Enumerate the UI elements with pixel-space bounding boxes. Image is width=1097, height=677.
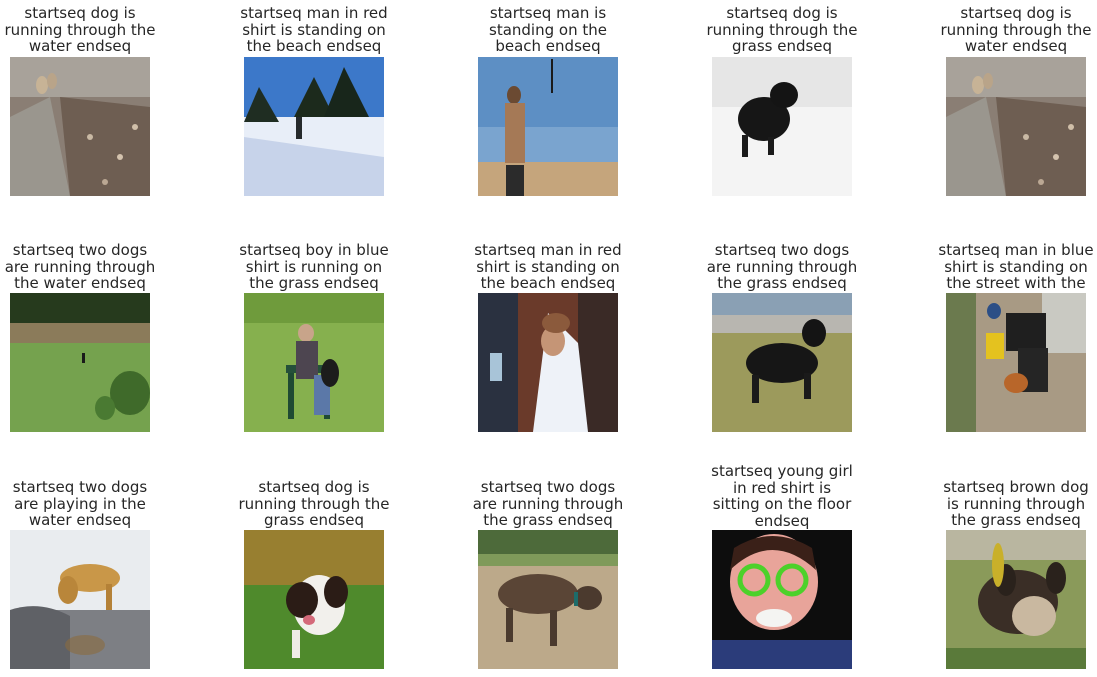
man-at-beach-image [478, 57, 618, 196]
bride-in-veil-image [478, 293, 618, 432]
image-caption: startseq man is standing on the beach en… [489, 4, 607, 55]
image-caption: startseq two dogs are running through th… [472, 478, 624, 529]
person-in-field-image [10, 293, 150, 432]
image-caption: startseq dog is running through the gras… [706, 4, 858, 55]
image-caption: startseq boy in blue shirt is running on… [239, 241, 389, 292]
brindle-dog-in-park-image [478, 530, 618, 669]
image-caption: startseq two dogs are running through th… [706, 241, 858, 292]
black-dog-in-snow-image [712, 57, 852, 196]
image-caption: startseq brown dog is running through th… [943, 478, 1089, 529]
image-caption: startseq dog is running through the wate… [4, 4, 156, 55]
image-caption: startseq dog is running through the wate… [940, 4, 1092, 55]
black-dog-on-grass-image [712, 293, 852, 432]
image-caption: startseq two dogs are playing in the wat… [12, 478, 148, 529]
golden-dog-in-water-image [10, 530, 150, 669]
people-on-street-image [946, 293, 1086, 432]
image-caption: startseq man in red shirt is standing on… [474, 241, 622, 292]
dog-on-leafy-path-image [10, 57, 150, 196]
dog-on-leafy-path-image [946, 57, 1086, 196]
image-caption: startseq young girl in red shirt is sitt… [711, 462, 853, 530]
child-with-green-glasses-image [712, 530, 852, 669]
image-caption: startseq man in red shirt is standing on… [240, 4, 388, 55]
dog-in-tall-grass-image [946, 530, 1086, 669]
image-caption: startseq dog is running through the gras… [238, 478, 390, 529]
spaniel-on-grass-image [244, 530, 384, 669]
man-on-bench-with-dog-image [244, 293, 384, 432]
skier-in-snow-image [244, 57, 384, 196]
image-caption: startseq two dogs are running through th… [4, 241, 156, 292]
